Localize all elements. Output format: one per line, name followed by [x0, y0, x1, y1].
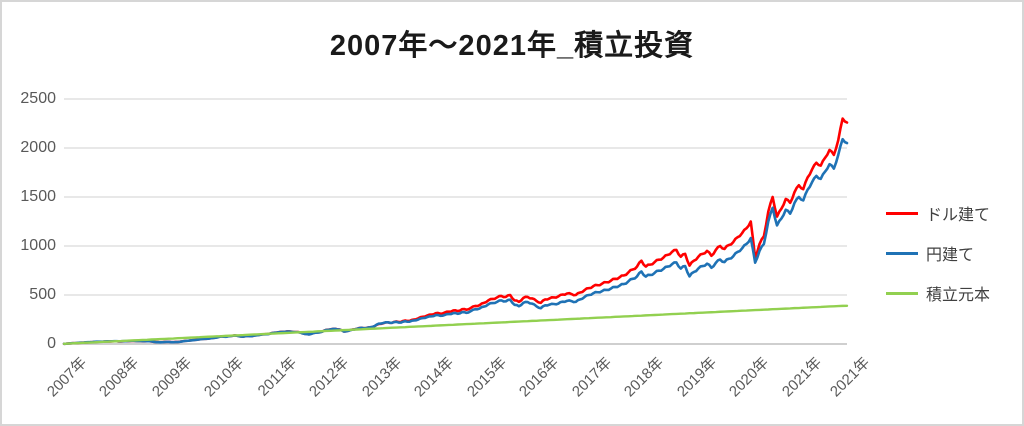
x-axis-label: 2009年 [148, 354, 196, 401]
chart-title: 2007年～2021年_積立投資 [329, 30, 695, 62]
x-axis-label: 2008年 [96, 354, 143, 401]
x-axis-label: 2013年 [358, 354, 406, 401]
series-line-円建て [64, 139, 847, 344]
x-axis-label: 2007年 [43, 354, 91, 401]
x-axis-label: 2015年 [463, 354, 511, 401]
line-chart-canvas [64, 99, 847, 344]
legend-label-principal: 積立元本 [926, 287, 991, 304]
x-axis-label: 2020年 [726, 354, 773, 401]
green-line-swatch-icon [886, 291, 918, 295]
y-axis-label: 1500 [20, 188, 56, 205]
chart-legend: ドル建て 円建て 積立元本 [886, 200, 1016, 320]
x-axis-label: 2021年 [826, 354, 874, 401]
x-axis-label: 2010年 [201, 354, 248, 401]
x-axis-label: 2018年 [621, 354, 668, 401]
legend-label-yen: 円建て [926, 247, 975, 264]
y-axis-label: 1000 [20, 237, 56, 254]
y-axis-label: 0 [47, 335, 56, 352]
series-line-ドル建て [64, 119, 847, 344]
x-axis-label: 2017年 [568, 354, 616, 401]
x-axis-label: 2016年 [516, 354, 563, 401]
legend-label-dollar: ドル建て [926, 207, 991, 224]
plot-area [64, 99, 847, 344]
x-axis-label: 2011年 [254, 354, 301, 400]
legend-item-yen: 円建て [886, 240, 1016, 266]
legend-item-principal: 積立元本 [886, 280, 1016, 306]
red-line-swatch-icon [886, 211, 918, 215]
x-axis-label: 2012年 [306, 354, 353, 401]
series-line-積立元本 [64, 306, 847, 344]
y-axis-label: 500 [29, 286, 56, 303]
legend-item-dollar: ドル建て [886, 200, 1016, 226]
y-axis-label: 2000 [20, 139, 56, 156]
x-axis-label: 2014年 [411, 354, 458, 401]
x-axis-label: 2019年 [673, 354, 721, 401]
y-axis-label: 2500 [20, 90, 56, 107]
x-axis-label: 2021年 [778, 354, 826, 401]
blue-line-swatch-icon [886, 251, 918, 255]
